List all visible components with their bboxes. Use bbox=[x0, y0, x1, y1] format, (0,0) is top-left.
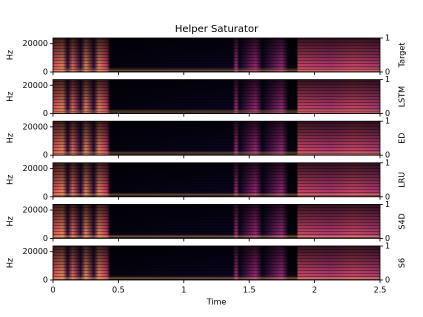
y2-tick-label: 0 bbox=[385, 68, 390, 77]
axes-frame bbox=[52, 37, 381, 73]
x-tick-label: 2.5 bbox=[374, 286, 387, 295]
y2-tick-label: 0 bbox=[385, 109, 390, 118]
y-tick-label: 0 bbox=[43, 109, 48, 118]
y-tick-label: 20000 bbox=[23, 247, 48, 256]
axes-frame bbox=[52, 79, 381, 114]
y-tick-label: 0 bbox=[43, 276, 48, 285]
spectrogram-texture bbox=[53, 38, 380, 72]
y2-tick-label: 0 bbox=[385, 234, 390, 243]
y-tick-label: 20000 bbox=[23, 122, 48, 131]
y-tick-label: 0 bbox=[43, 68, 48, 77]
x-tick-label: 0 bbox=[50, 286, 55, 295]
y-tick-label: 0 bbox=[43, 192, 48, 201]
x-tick-label: 1 bbox=[181, 286, 186, 295]
y2-axis-label: S6 bbox=[398, 258, 407, 268]
y-tick-label: 20000 bbox=[23, 39, 48, 48]
x-tick-label: 0.5 bbox=[112, 286, 125, 295]
y-tick-label: 20000 bbox=[23, 164, 48, 173]
axes-frame bbox=[52, 120, 381, 156]
y2-tick-label: 0 bbox=[385, 151, 390, 160]
y2-axis-label: ED bbox=[398, 133, 407, 144]
y2-axis-label: Target bbox=[398, 43, 407, 69]
y-tick-label: 0 bbox=[43, 234, 48, 243]
y-axis-label: Hz bbox=[6, 50, 15, 60]
y-tick-label: 0 bbox=[43, 151, 48, 160]
spectrogram-texture bbox=[53, 79, 380, 114]
spectrogram-texture bbox=[53, 246, 380, 280]
x-tick-label: 1.5 bbox=[243, 286, 256, 295]
y-axis-label: Hz bbox=[6, 91, 15, 101]
y2-tick-label: 1 bbox=[385, 158, 390, 167]
y2-axis-label: S4D bbox=[398, 213, 407, 229]
axes-frame bbox=[52, 162, 381, 198]
spectrogram-texture bbox=[53, 162, 380, 197]
spectrogram-texture bbox=[53, 121, 380, 156]
y-axis-label: Hz bbox=[6, 133, 15, 143]
y2-axis-label: LSTM bbox=[398, 86, 407, 107]
y2-tick-label: 0 bbox=[385, 192, 390, 201]
chart-title: Helper Saturator bbox=[175, 24, 259, 35]
y-axis-label: Hz bbox=[6, 216, 15, 226]
axes-frame bbox=[52, 245, 381, 281]
x-tick-label: 2 bbox=[312, 286, 317, 295]
axes-frame bbox=[52, 203, 381, 239]
y2-tick-label: 1 bbox=[385, 200, 390, 209]
y-axis-label: Hz bbox=[6, 175, 15, 185]
y2-tick-label: 1 bbox=[385, 117, 390, 126]
spectrogram-texture bbox=[53, 204, 380, 239]
y2-tick-label: 0 bbox=[385, 276, 390, 285]
y2-axis-label: LRU bbox=[398, 172, 407, 188]
x-axis-label: Time bbox=[206, 298, 227, 307]
y-tick-label: 20000 bbox=[23, 81, 48, 90]
y2-tick-label: 1 bbox=[385, 34, 390, 43]
y2-tick-label: 1 bbox=[385, 242, 390, 251]
y2-tick-label: 1 bbox=[385, 75, 390, 84]
y-tick-label: 20000 bbox=[23, 206, 48, 215]
y-axis-label: Hz bbox=[6, 258, 15, 268]
